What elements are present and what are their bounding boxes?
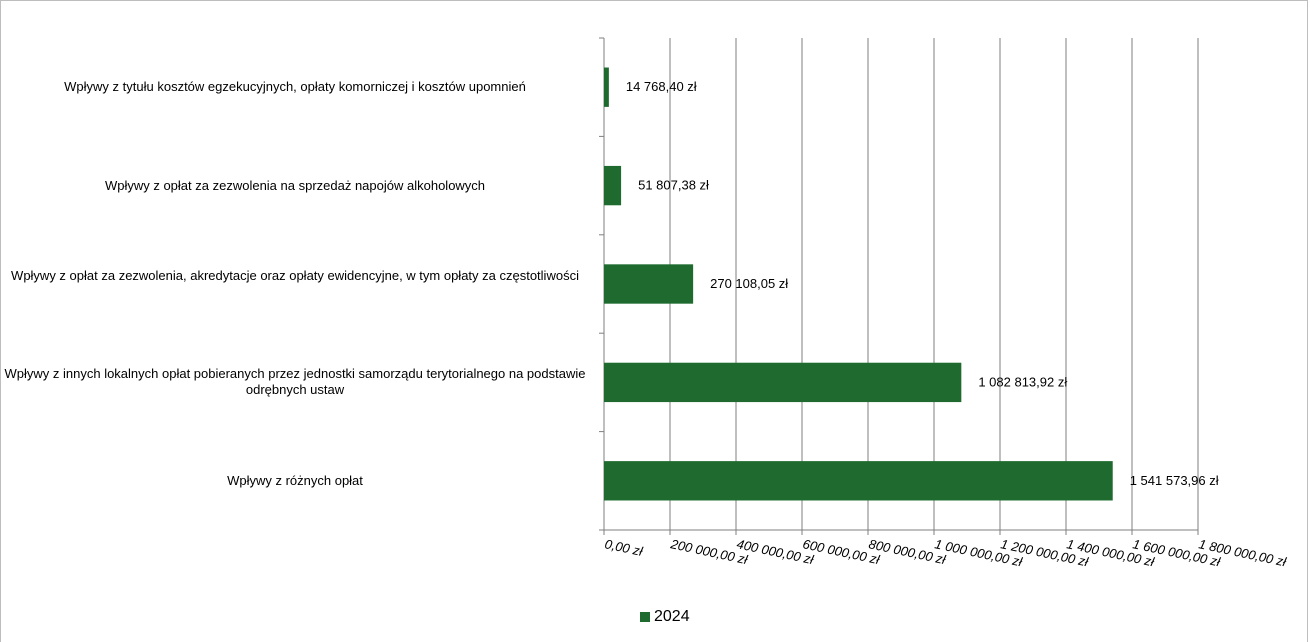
category-label: Wpływy z opłat za zezwolenia na sprzedaż… — [0, 178, 590, 194]
category-label: Wpływy z opłat za zezwolenia, akredytacj… — [0, 268, 590, 284]
bar — [604, 68, 609, 107]
data-label: 51 807,38 zł — [638, 178, 709, 193]
data-label: 14 768,40 zł — [626, 79, 697, 94]
bar — [604, 166, 621, 205]
bar — [604, 461, 1113, 500]
category-label: Wpływy z różnych opłat — [0, 473, 590, 489]
legend-label: 2024 — [654, 608, 690, 626]
x-tick-label: 0,00 zł — [603, 536, 645, 559]
legend-swatch — [640, 612, 650, 622]
category-label: Wpływy z innych lokalnych opłat pobieran… — [0, 366, 590, 398]
bar — [604, 264, 693, 303]
data-label: 1 082 813,92 zł — [978, 374, 1067, 389]
legend: 2024 — [640, 608, 690, 626]
category-label: Wpływy z tytułu kosztów egzekucyjnych, o… — [0, 79, 590, 95]
data-label: 270 108,05 zł — [710, 276, 788, 291]
bar — [604, 363, 961, 402]
data-label: 1 541 573,96 zł — [1130, 473, 1219, 488]
